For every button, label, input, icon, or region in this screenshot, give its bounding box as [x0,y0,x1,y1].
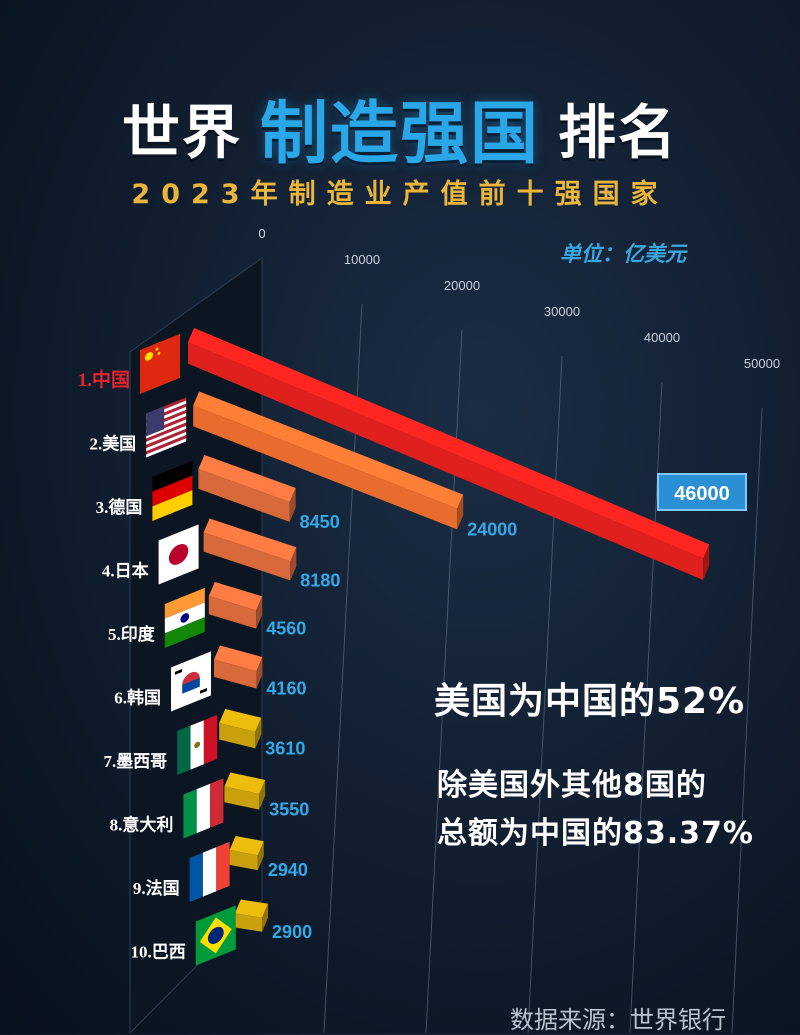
bar-end [703,544,710,580]
bar-end [255,717,262,749]
category-label: 7.墨西哥 [103,752,167,771]
gridline [731,407,763,1033]
bar-top [193,391,464,509]
mexico-flag-icon [177,714,218,775]
bar-top [219,709,262,732]
bar-end [259,779,266,810]
japan-flag-icon [158,524,199,585]
axis-tick-label: 50000 [744,356,780,371]
bar-top [234,899,269,918]
category-label: 3.德国 [96,497,143,517]
category-label: 2.美国 [89,434,136,454]
title-part-1: 世界 [121,98,242,167]
bar [229,850,258,871]
axis-tick-label: 40000 [644,330,680,345]
bar-end [289,487,296,522]
bar-end [256,657,263,689]
bar-end [262,903,269,932]
axis-tick-label: 10000 [344,252,380,267]
value-label: 24000 [467,519,517,539]
category-label: 4.日本 [102,561,149,581]
note-others-ratio: 除美国外其他8国的 总额为中国的83.37% [437,762,754,858]
bar [219,723,256,749]
bar-top [229,836,264,856]
category-label: 1.中国 [78,368,130,391]
bar-end [256,596,263,629]
title-part-2: 排名 [558,98,679,167]
value-label-box [657,473,747,511]
unit-label: 单位：亿美元 [560,242,686,266]
value-label: 3610 [265,738,305,758]
bar-end [290,547,297,581]
axis-tick-label: 0 [258,226,265,241]
bar-end [257,841,264,871]
china-flag-icon [140,333,180,394]
value-label: 8450 [300,512,340,532]
value-label: 2940 [268,860,308,880]
category-label: 10.巴西 [131,943,186,962]
bar-end [457,494,464,530]
value-label: 3550 [269,800,309,820]
bar-top [203,518,297,562]
bar [214,659,257,689]
korea-flag-icon [171,651,211,712]
chart-subtitle: 2023年制造业产值前十强国家 [131,179,669,210]
brazil-flag-icon [195,905,236,966]
axis-tick-label: 30000 [544,304,580,319]
bar-top [214,645,263,672]
chart-back-wall [129,257,263,1033]
value-label: 4560 [266,619,306,639]
france-flag-icon [189,841,230,902]
category-label: 9.法国 [133,878,180,898]
value-label: 4160 [266,678,306,698]
axis-tick-label: 20000 [444,278,480,293]
italy-flag-icon [183,778,224,839]
category-label: 8.意大利 [110,815,174,835]
note-others-line-1: 除美国外其他8国的 [437,768,707,803]
usa-flag-icon [146,397,187,458]
bar [198,469,290,522]
gridline [527,355,563,1033]
chart-title: 世界 制造强国 排名 [0,78,800,177]
note-usa-ratio: 美国为中国的52% [434,681,746,722]
value-label: 8180 [300,570,340,590]
bar-top [224,772,266,794]
india-flag-icon [164,587,205,649]
value-label: 2900 [272,922,312,942]
category-label: 6.韩国 [114,688,161,708]
bar [188,342,704,580]
data-source: 数据来源：世界银行 [510,1006,726,1034]
category-label: 5.印度 [108,624,156,644]
title-highlight: 制造强国 [259,95,540,174]
bar [224,786,260,810]
bar [234,913,263,932]
value-label: 46000 [674,483,730,505]
bar [203,532,291,581]
bar-top [188,328,710,559]
note-others-line-2: 总额为中国的83.37% [437,816,754,851]
bar [193,405,458,530]
germany-flag-icon [152,460,193,522]
bar-top [208,582,263,611]
gridline [629,381,663,1033]
bar [208,596,257,629]
bar-top [198,455,296,502]
